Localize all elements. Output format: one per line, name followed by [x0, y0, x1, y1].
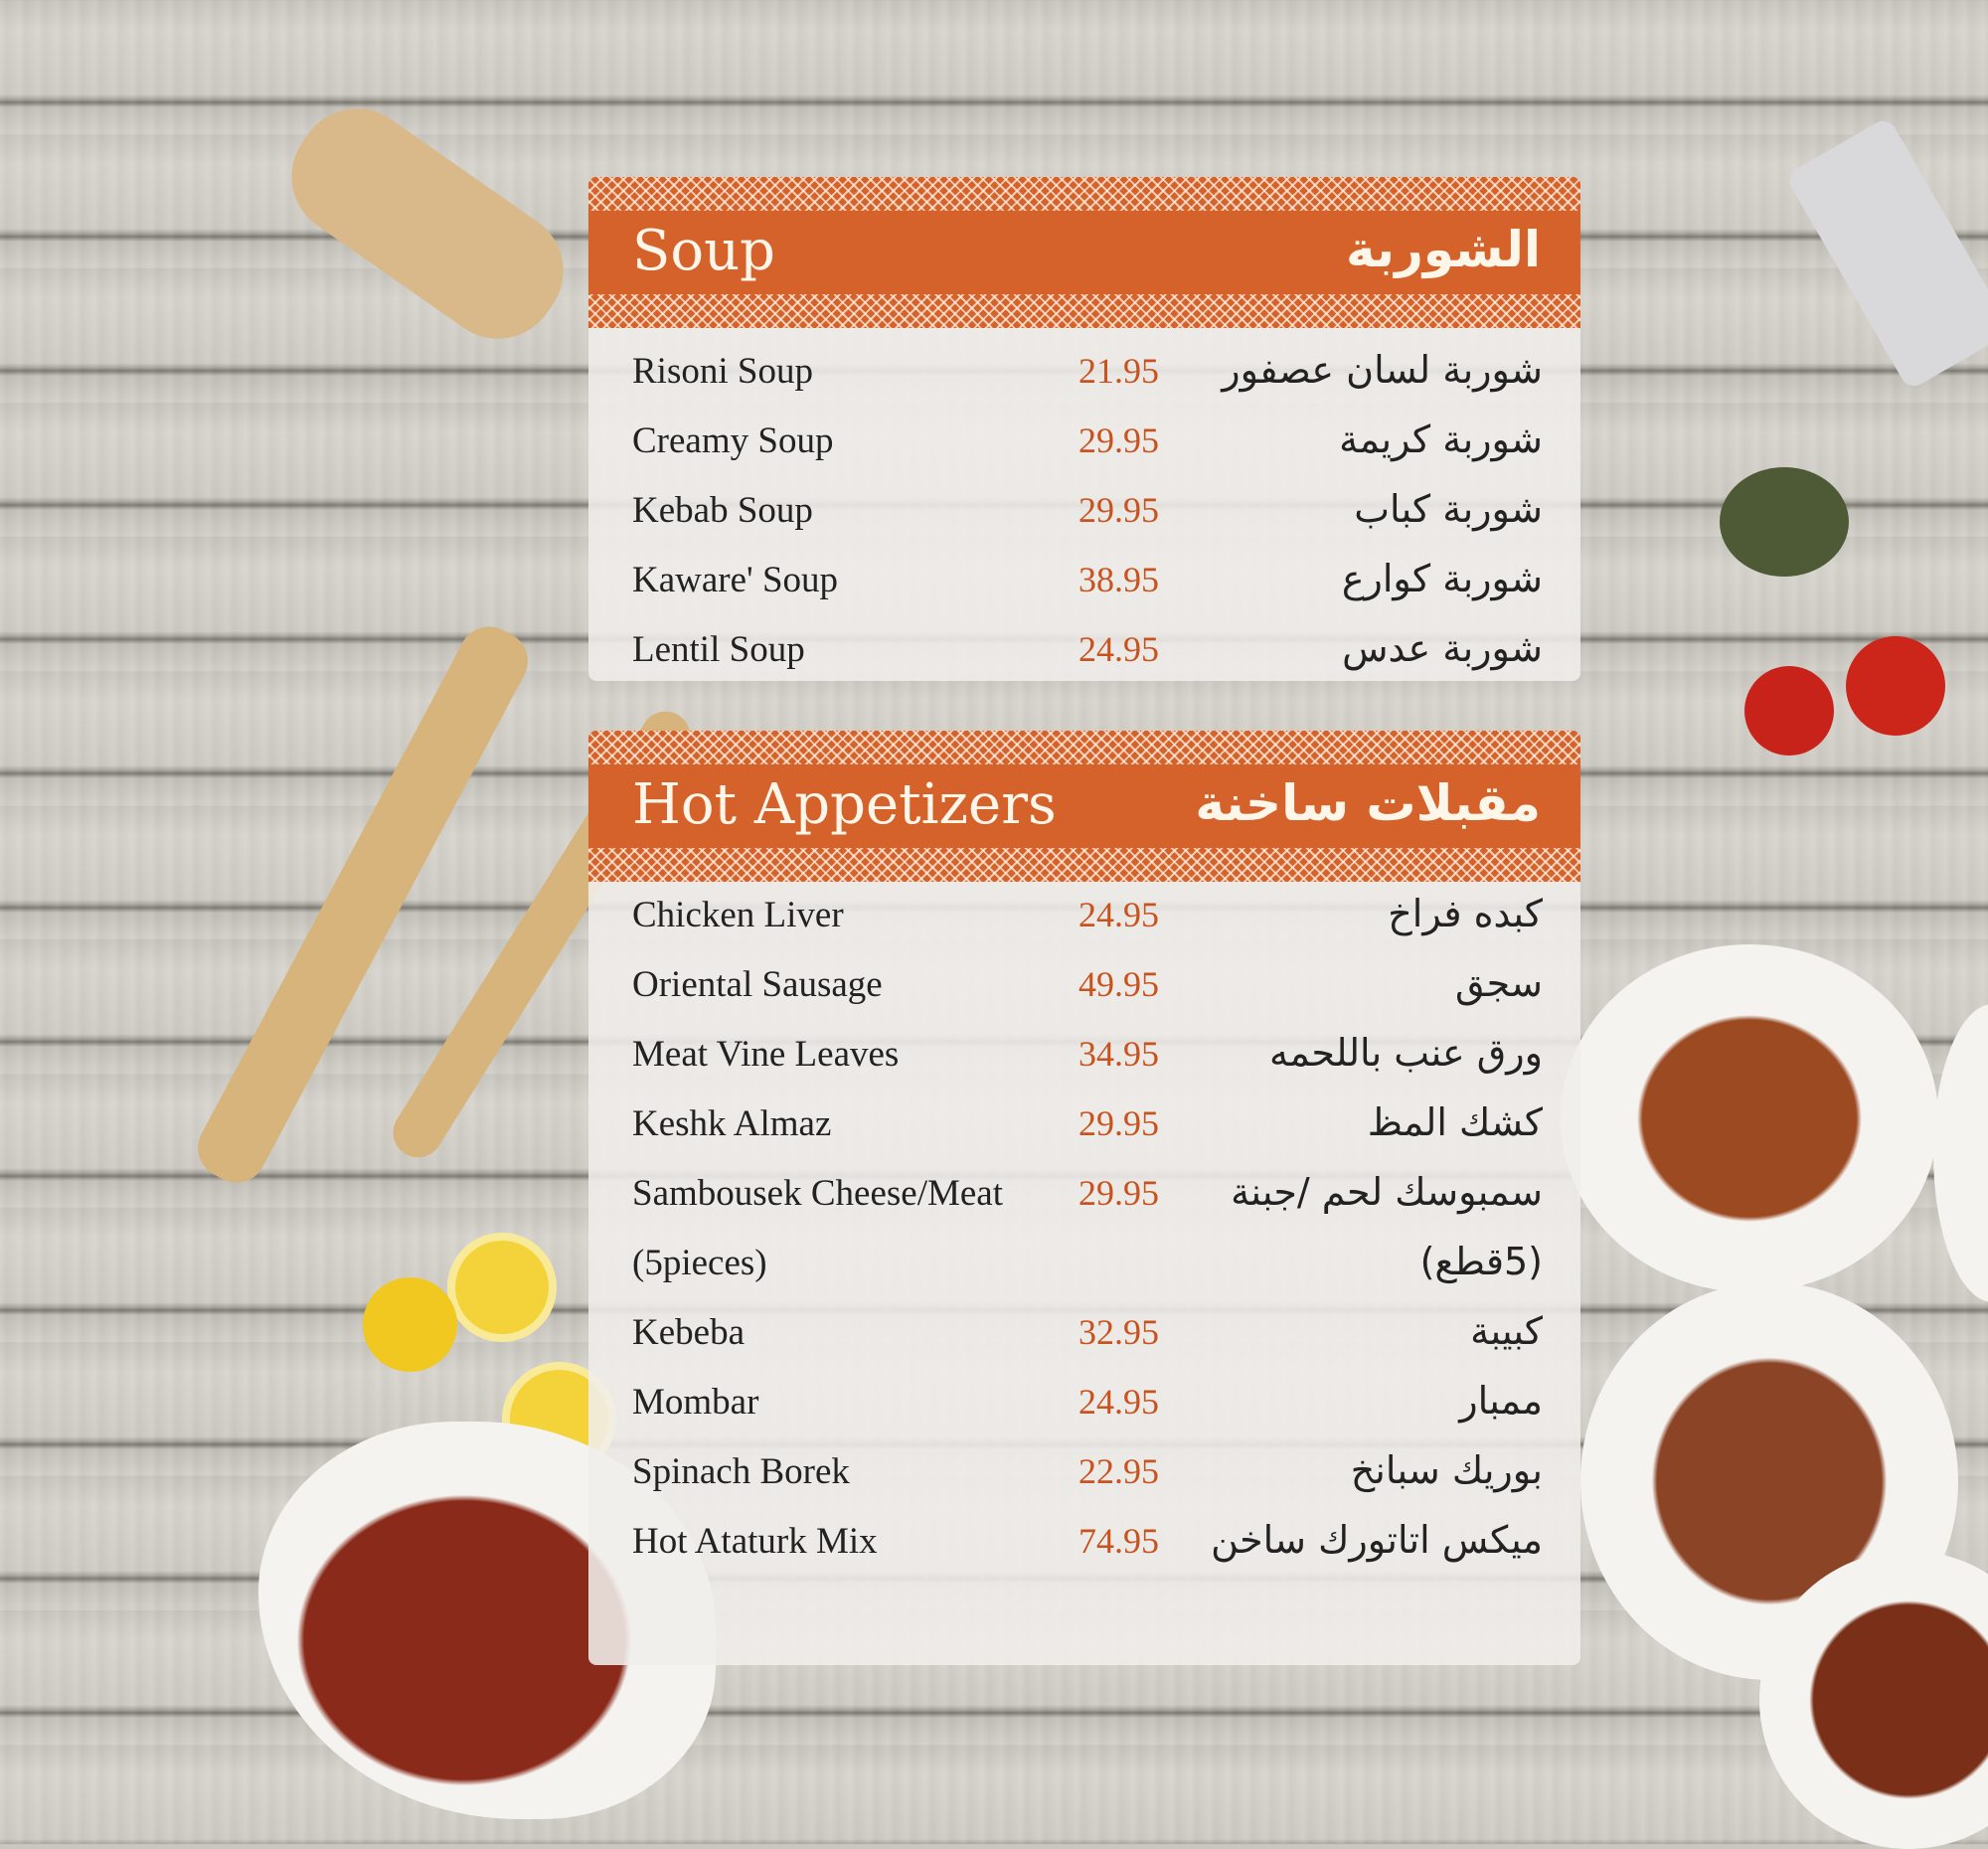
- item-name: Lentil Soup: [632, 629, 805, 670]
- item-price: 29.95: [1078, 490, 1159, 530]
- kibbeh-dish-image: [1561, 944, 1938, 1292]
- item-name: Sambousek Cheese/Meat: [632, 1173, 1003, 1214]
- menu-item: Kebeba 32.95 كبيبة: [588, 1299, 1580, 1369]
- ornament-pattern: [588, 177, 1580, 211]
- item-name-arabic: كشك المظ: [1367, 1100, 1543, 1144]
- item-name: Kebab Soup: [632, 490, 813, 531]
- item-price: 21.95: [1078, 351, 1159, 391]
- meat-dish-image: [1759, 1551, 1988, 1849]
- ornament-pattern: [588, 294, 1580, 328]
- item-name: Hot Ataturk Mix: [632, 1521, 878, 1562]
- item-name-arabic: ممبار: [1459, 1379, 1543, 1423]
- item-price: 38.95: [1078, 560, 1159, 599]
- menu-item: (5pieces) (5قطع): [588, 1230, 1580, 1299]
- item-price: 24.95: [1078, 629, 1159, 669]
- hot-appetizers-section: Hot Appetizers مقبلات ساخنة Chicken Live…: [588, 731, 1580, 1665]
- item-name-arabic: شوربة كريمة: [1339, 418, 1543, 461]
- item-price: 29.95: [1078, 1103, 1159, 1143]
- menu-item: Risoni Soup 21.95 شوربة لسان عصفور: [588, 338, 1580, 408]
- item-name: Risoni Soup: [632, 351, 813, 392]
- item-name-arabic: شوربة كوارع: [1341, 557, 1543, 600]
- tomato-image: [1744, 666, 1834, 756]
- item-name-arabic: بوريك سبانخ: [1350, 1448, 1543, 1492]
- item-price: 34.95: [1078, 1034, 1159, 1074]
- item-price: 29.95: [1078, 1173, 1159, 1213]
- item-name: (5pieces): [632, 1243, 767, 1283]
- item-price: 22.95: [1078, 1451, 1159, 1491]
- item-name: Chicken Liver: [632, 895, 844, 935]
- section-title-arabic: مقبلات ساخنة: [1195, 774, 1541, 832]
- menu-item: Keshk Almaz 29.95 كشك المظ: [588, 1091, 1580, 1160]
- item-price: 49.95: [1078, 964, 1159, 1004]
- item-name: Mombar: [632, 1382, 759, 1423]
- soup-section: Soup الشوربة Risoni Soup 21.95 شوربة لسان …: [588, 177, 1580, 681]
- menu-item: Meat Vine Leaves 34.95 ورق عنب باللحمه: [588, 1021, 1580, 1091]
- menu-item: Lentil Soup 24.95 شوربة عدس: [588, 616, 1580, 681]
- section-title: Soup: [632, 219, 775, 283]
- item-name: Keshk Almaz: [632, 1103, 832, 1144]
- menu-item: Mombar 24.95 ممبار: [588, 1369, 1580, 1438]
- item-name-arabic: شوربة لسان عصفور: [1222, 348, 1543, 392]
- item-name-arabic: ورق عنب باللحمه: [1269, 1031, 1543, 1075]
- item-name-arabic: كبده فراخ: [1388, 892, 1543, 935]
- section-title-arabic: الشوربة: [1345, 221, 1541, 278]
- item-price: 24.95: [1078, 1382, 1159, 1422]
- item-name-arabic: شوربة عدس: [1342, 626, 1543, 670]
- menu-item: Spinach Borek 22.95 بوريك سبانخ: [588, 1438, 1580, 1508]
- menu-item: Chicken Liver 24.95 كبده فراخ: [588, 882, 1580, 951]
- lemon-image: [363, 1277, 457, 1372]
- menu-item: Creamy Soup 29.95 شوربة كريمة: [588, 408, 1580, 477]
- item-price: 24.95: [1078, 895, 1159, 934]
- menu-item: Kebab Soup 29.95 شوربة كباب: [588, 477, 1580, 547]
- item-name-arabic: كبيبة: [1470, 1309, 1543, 1353]
- section-title: Hot Appetizers: [632, 772, 1057, 837]
- item-name: Creamy Soup: [632, 420, 834, 461]
- item-name-arabic: شوربة كباب: [1354, 487, 1543, 531]
- item-name: Meat Vine Leaves: [632, 1034, 900, 1075]
- item-price: 29.95: [1078, 420, 1159, 460]
- lemon-image: [447, 1233, 557, 1342]
- item-name: Kaware' Soup: [632, 560, 839, 600]
- item-price: 32.95: [1078, 1312, 1159, 1352]
- menu-item: Oriental Sausage 49.95 سجق: [588, 951, 1580, 1021]
- menu-item: Kaware' Soup 38.95 شوربة كوارع: [588, 547, 1580, 616]
- section-header: Soup الشوربة: [588, 177, 1580, 328]
- ornament-pattern: [588, 848, 1580, 882]
- item-name-arabic: سمبوسك لحم /جبنة: [1231, 1170, 1543, 1214]
- item-name-arabic: (5قطع): [1419, 1240, 1543, 1283]
- section-header: Hot Appetizers مقبلات ساخنة: [588, 731, 1580, 882]
- item-name: Oriental Sausage: [632, 964, 883, 1005]
- item-name: Kebeba: [632, 1312, 745, 1353]
- item-price: 74.95: [1078, 1521, 1159, 1561]
- menu-item: Sambousek Cheese/Meat 29.95 سمبوسك لحم /جب…: [588, 1160, 1580, 1230]
- ornament-pattern: [588, 731, 1580, 764]
- item-name: Spinach Borek: [632, 1451, 850, 1492]
- herbs-image: [1720, 467, 1849, 577]
- item-name-arabic: ميكس اتاتورك ساخن: [1211, 1518, 1543, 1562]
- menu-item: Hot Ataturk Mix 74.95 ميكس اتاتورك ساخن: [588, 1508, 1580, 1578]
- tomato-image: [1846, 636, 1945, 736]
- item-name-arabic: سجق: [1454, 961, 1543, 1005]
